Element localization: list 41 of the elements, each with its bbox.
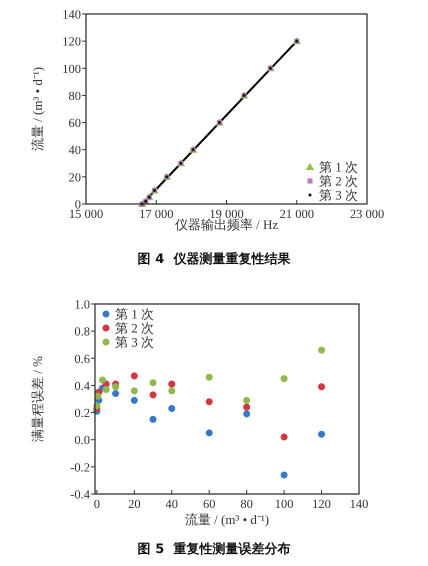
- x-tick-label: 140: [350, 497, 368, 511]
- x-tick-label: 100: [274, 497, 294, 511]
- legend-label: 第 1 次: [115, 306, 154, 322]
- y-tick-label: -0.4: [70, 488, 91, 502]
- x-axis-title: 流量 / (m³ • d⁻¹): [184, 512, 270, 527]
- x-tick-label: 15 000: [68, 207, 104, 221]
- x-axis-title: 仪器输出频率 / Hz: [174, 217, 278, 232]
- legend-label: 第 3 次: [115, 334, 154, 350]
- x-tick-label: 120: [312, 497, 331, 511]
- x-tick-label: 23 000: [350, 207, 384, 221]
- y-tick-label: 60: [68, 116, 81, 130]
- y-tick-label: 0.0: [74, 433, 90, 448]
- legend-label: 第 2 次: [319, 174, 358, 188]
- x-tick-label: 40: [166, 497, 178, 511]
- y-tick-label: 1.0: [74, 298, 90, 312]
- y-tick-label: 40: [68, 143, 81, 158]
- x-tick-label: 20: [128, 497, 141, 511]
- x-tick-label: 21 000: [280, 207, 314, 221]
- y-tick-label: 0.4: [74, 378, 91, 393]
- legend-label: 第 1 次: [319, 160, 358, 174]
- legend: 第 1 次 第 2 次 第 3 次: [306, 160, 358, 202]
- y-tick-label: 0.8: [74, 324, 90, 339]
- legend-label: 第 2 次: [115, 320, 154, 336]
- y-tick-label: 20: [68, 170, 81, 184]
- x-tick-label: 17 000: [139, 207, 174, 221]
- x-tick-label: 0: [94, 497, 100, 511]
- y-tick-label: 140: [62, 8, 81, 22]
- legend: 第 1 次 第 2 次 第 3 次: [102, 306, 154, 350]
- y-axis-title: 流量 / (m³ • d⁻¹): [30, 66, 45, 152]
- legend-label: 第 3 次: [319, 188, 358, 202]
- text: 图 5 重复性测量误差分布: [138, 541, 290, 557]
- y-tick-label: -0.2: [70, 460, 90, 474]
- y-axis-title: 满量程误差 / %: [30, 356, 45, 442]
- x-tick-label: 80: [240, 497, 253, 511]
- y-tick-label: 120: [62, 34, 81, 49]
- y-tick-label: 100: [62, 62, 81, 76]
- y-tick-label: 0.6: [74, 352, 90, 366]
- y-tick-label: 0.2: [74, 406, 90, 420]
- y-tick-label: 80: [68, 88, 81, 103]
- x-tick-label: 60: [202, 497, 216, 511]
- text: 图 4 仪器测量重复性结果: [138, 251, 292, 267]
